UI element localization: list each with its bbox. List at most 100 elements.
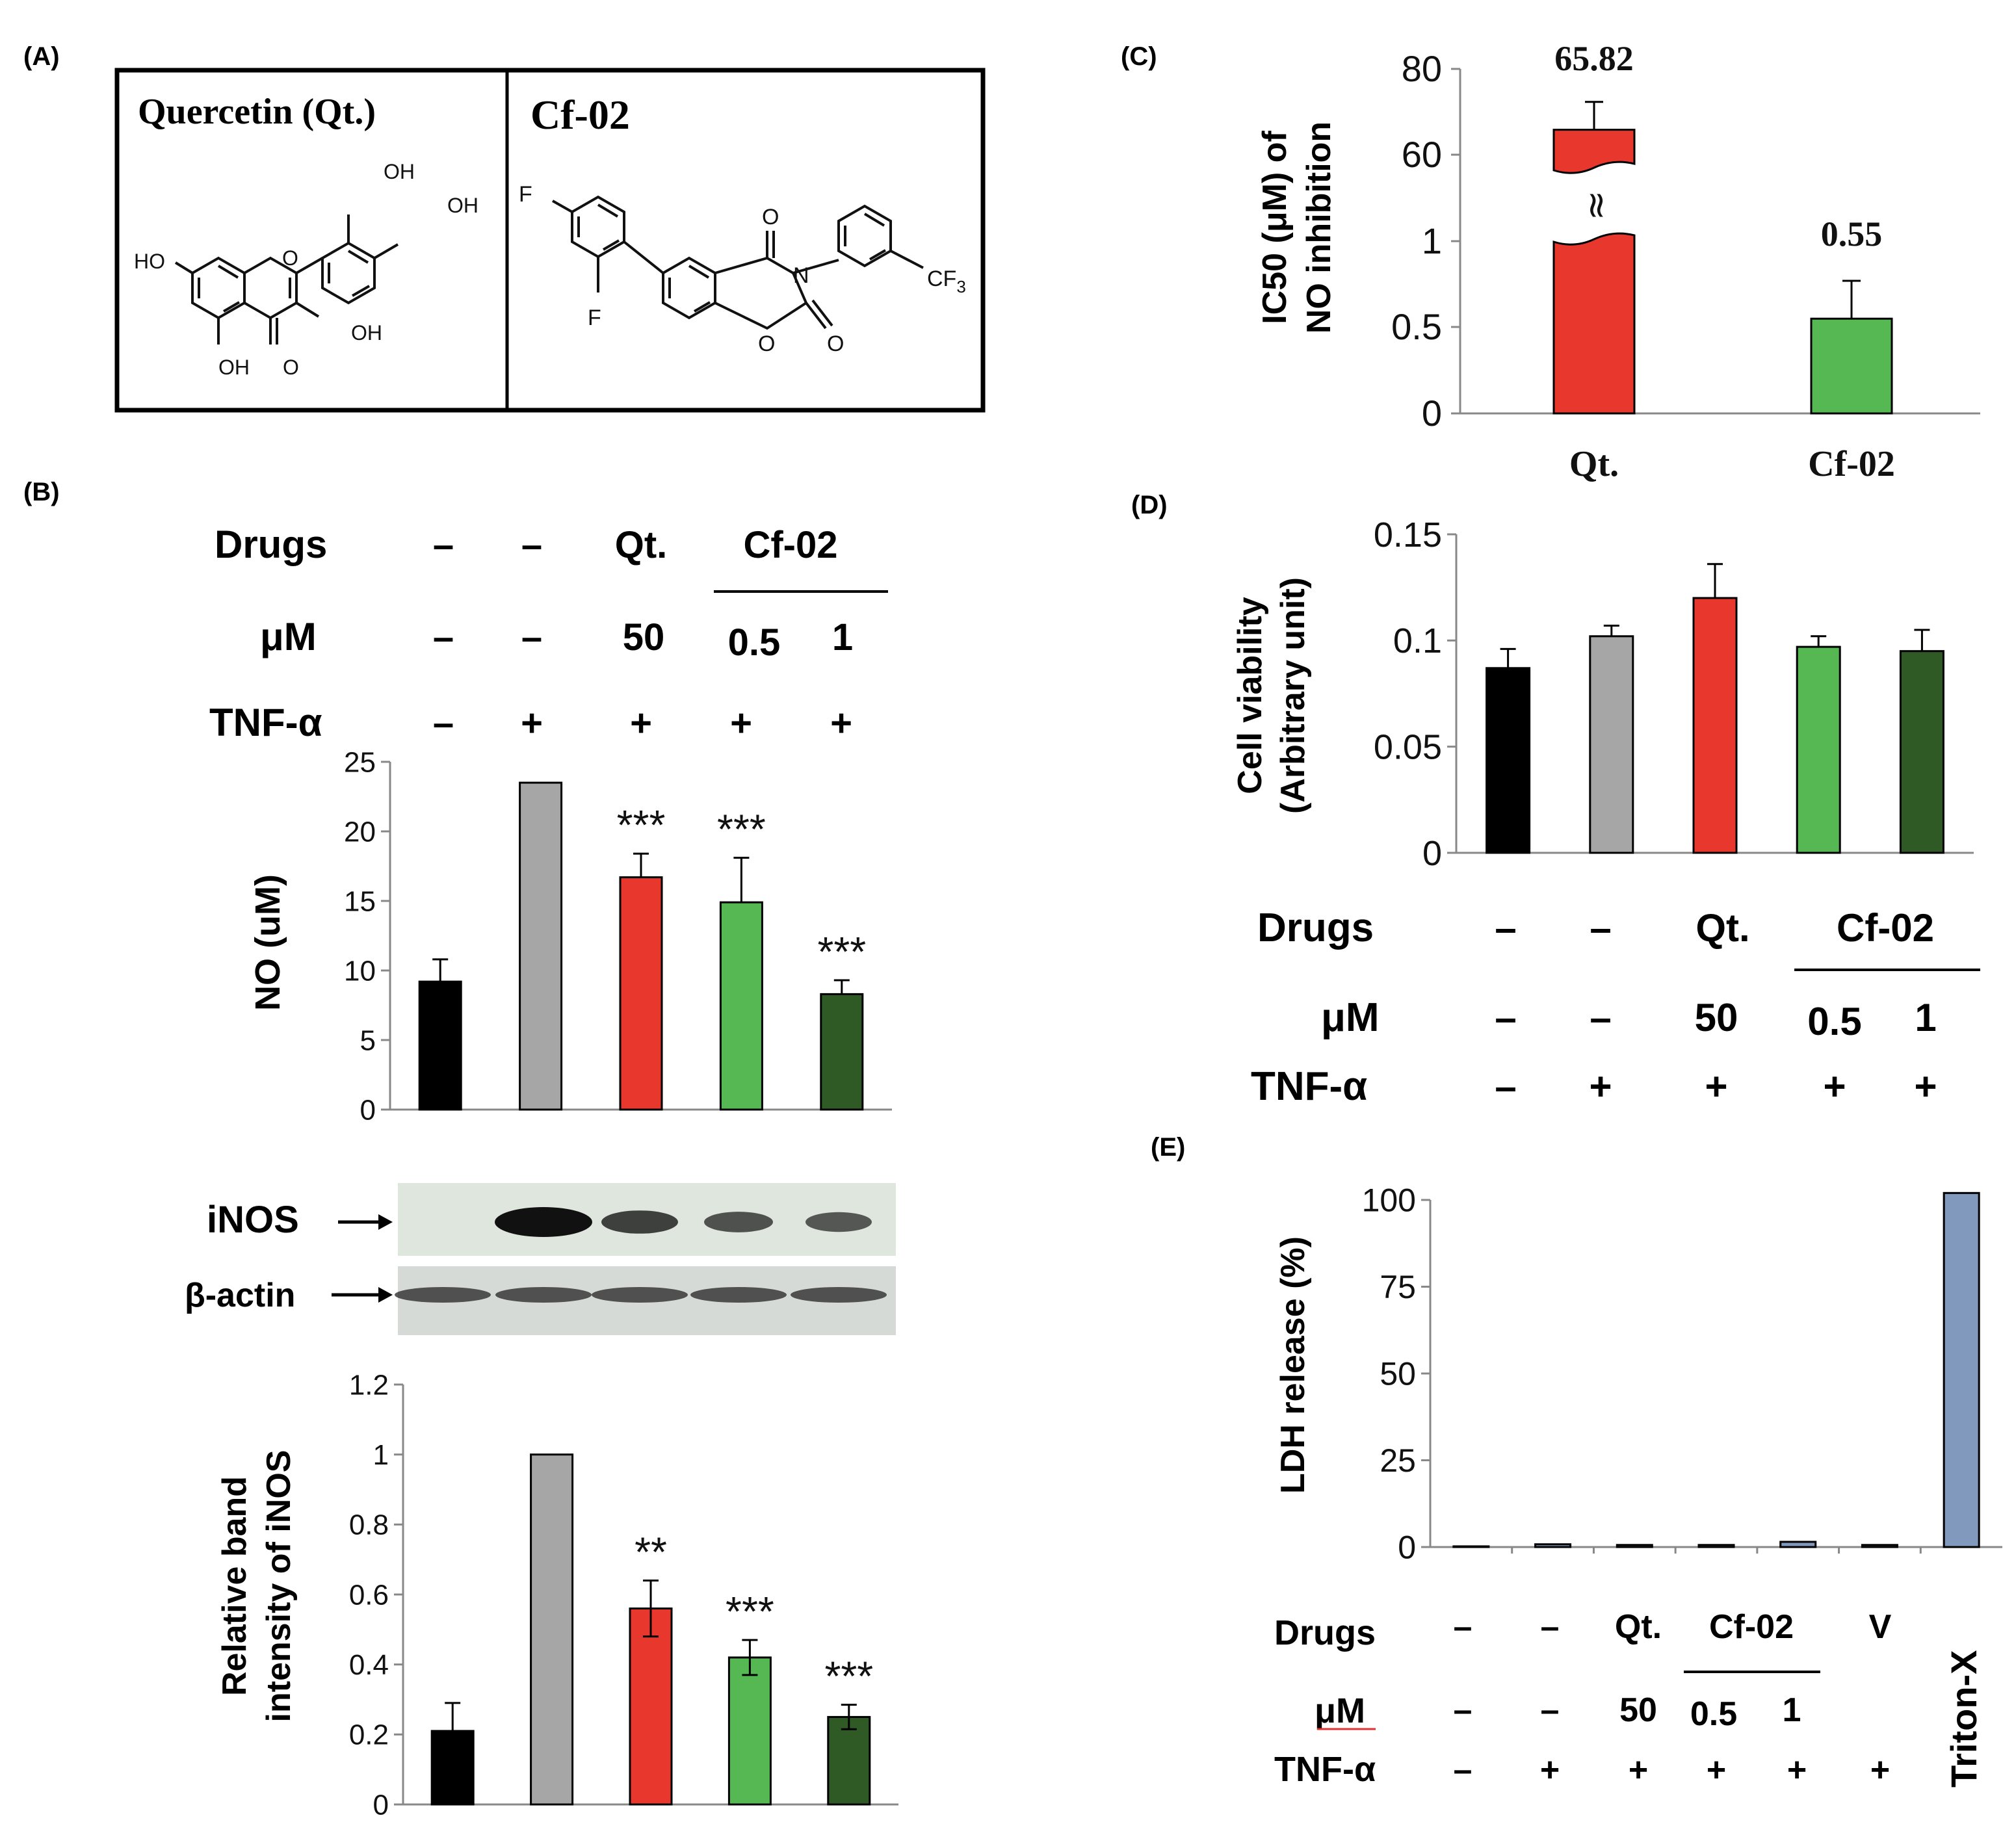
c-bar-qt-upper [1552,129,1636,174]
d-tnf-dash: – [1495,1065,1516,1108]
e-tnf-plus-4: + [1787,1751,1807,1789]
b-no-plot: 0 5 10 15 20 25 *** *** *** [344,746,892,1126]
d-drug-cf02: Cf-02 [1837,906,1934,950]
chart-no-plot-bar [719,901,763,1111]
cf02-atom-labels: F F N O O O CF3 [519,182,966,356]
actin-label: β-actin [185,1277,295,1314]
chart-no-plot-bar [519,781,563,1111]
e-dose-dash-2: – [1541,1691,1560,1729]
chart-inos-plot-significance: *** [824,1653,873,1700]
actin-band [592,1287,688,1303]
chart-no-plot-bar [619,876,663,1111]
chart-ldh-plot-bar [1534,1543,1572,1548]
chart-no-plot-ytick-label: 20 [344,816,376,848]
chart-ldh: LDH release (%) 0 25 50 75 100 [1274,1182,2002,1566]
chart-no-plot-ytick-label: 5 [360,1024,376,1056]
cf-o-carbonyl: O [827,332,844,356]
b-dose-1: 1 [832,616,853,658]
c-category-label: Qt. [1569,444,1619,484]
inos-band [495,1207,592,1237]
e-tnf-plus-5: + [1870,1751,1890,1789]
e-plot: 0 25 50 75 100 [1362,1182,2002,1566]
b-tnf-plus-3: + [730,702,752,744]
e-drug-dash-2: – [1541,1608,1560,1646]
panel-c-label: (C) [1121,42,1157,71]
e-tnf-plus-2: + [1629,1751,1648,1789]
chart-inos-plot-bar [629,1607,673,1806]
inos-band [704,1212,773,1232]
e-dose-50: 50 [1619,1691,1657,1729]
chart-ldh-plot-bar [1943,1191,1980,1548]
cf-cf3-main: CF [927,267,956,291]
c-category-label: Cf-02 [1808,444,1895,484]
chart-viability-plot-ytick-label: 0.05 [1374,728,1442,767]
cf-o-ring: O [758,332,775,356]
chart-viability-plot-ytick-label: 0 [1422,834,1442,873]
structures-frame [114,68,986,413]
b-tnf-plus-4: + [830,702,852,744]
panel-d-label: (D) [1131,491,1168,519]
d-tnf-plus-4: + [1914,1065,1937,1108]
cf-f-top: F [519,182,532,207]
chart-ldh-plot-ytick-label: 50 [1380,1356,1416,1392]
chart-viability-plot-bar [1899,650,1944,854]
chart-inos-plot-ytick-label: 1 [373,1439,389,1471]
cf02-title: Cf-02 [530,92,630,138]
e-drug-v: V [1869,1608,1892,1646]
e-um-label: μM [1315,1691,1365,1730]
qt-ho-left: HO [134,250,165,273]
chart-inos-plot-ytick-label: 0.2 [349,1719,389,1751]
e-dose-dash-1: – [1454,1691,1473,1729]
actin-band [791,1287,887,1303]
d-tnf-label: TNF-α [1251,1064,1367,1109]
d-tnf-plus-3: + [1823,1065,1846,1108]
d-dose-50: 50 [1695,996,1738,1039]
b-inos-ylabel-line2: intensity of iNOS [260,1450,298,1723]
c-bar-qt-lower [1552,232,1636,415]
panel-e-label: (E) [1151,1133,1185,1162]
chart-no-plot-bar [820,993,864,1111]
inos-label: iNOS [207,1199,299,1241]
quercetin-structure [174,215,399,345]
chart-viability-plot-bar [1796,645,1841,854]
b-um-label: μM [260,615,317,658]
chart-no-plot-ytick-label: 0 [360,1094,376,1126]
actin-bands [395,1287,887,1303]
e-tnf-plus-1: + [1540,1751,1560,1789]
c-ytick-label: 0 [1422,393,1442,434]
chart-ldh-plot-bar [1616,1544,1653,1548]
chart-no-plot-ytick-label: 25 [344,746,376,778]
e-drug-dash-1: – [1454,1608,1473,1646]
d-ylabel-line2: (Arbitrary unit) [1274,577,1312,814]
qt-oh-ring: OH [351,321,382,345]
chart-inos-plot-bar [530,1453,574,1806]
d-tnf-plus-1: + [1589,1065,1612,1108]
e-ylabel: LDH release (%) [1274,1236,1312,1494]
e-drugs-label: Drugs [1274,1613,1376,1652]
cf-n: N [793,263,809,288]
actin-band [495,1287,592,1303]
e-tnf-dash: – [1454,1751,1473,1789]
d-um-label: μM [1321,995,1380,1040]
b-tnf-plus-1: + [521,702,543,744]
c-value-label: 0.55 [1821,215,1883,254]
b-dose-05: 0.5 [728,621,781,664]
chart-no-plot-bar [418,980,462,1111]
c-plot: 0 0.5 1 60 80 ≈65.82 0.55 Qt. Cf-02 [1391,39,1980,484]
chart-viability-plot-bar [1589,635,1634,854]
b-no-ylabel: NO (uM) [248,874,287,1011]
chart-no-plot-ytick-label: 15 [344,885,376,917]
b-tnf-plus-2: + [630,702,652,744]
b-drugs-label: Drugs [215,523,327,566]
western-blot: iNOS β-actin [185,1183,896,1335]
qt-oh-bottom: OH [218,356,250,379]
chart-ldh-plot-ytick-label: 25 [1380,1442,1416,1479]
inos-arrow-head [378,1214,393,1230]
chart-no: NO (uM) 0 5 10 15 20 25 *** *** *** [248,746,892,1126]
chart-inos-plot-ytick-label: 1.2 [349,1369,389,1401]
chart-viability: Cell viability (Arbitrary unit) 0 0.05 0.1… [1231,515,1974,873]
chart-viability-plot-ytick-label: 0.1 [1393,621,1442,660]
inos-bands [495,1207,872,1237]
e-drug-cf02: Cf-02 [1709,1608,1794,1646]
